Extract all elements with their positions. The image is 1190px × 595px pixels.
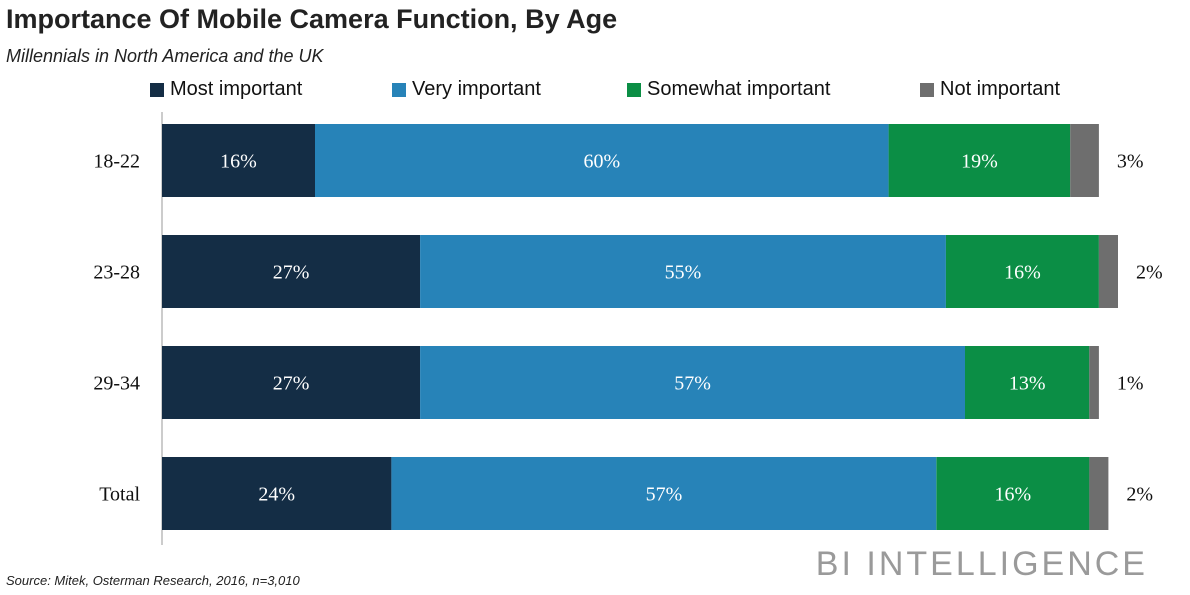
legend-item-very-important: Very important <box>392 78 541 101</box>
data-label-23-28-not-important: 2% <box>1136 262 1163 284</box>
bar-23-28-not-important <box>1098 235 1118 308</box>
category-label-18-22: 18-22 <box>93 151 140 173</box>
bar-18-22-most-important <box>162 124 315 197</box>
category-label-23-28: 23-28 <box>93 262 140 284</box>
legend: Most important Very important Somewhat i… <box>150 78 1150 106</box>
data-label-18-22-somewhat-important: 19% <box>961 151 998 173</box>
bar-23-28-most-important <box>162 235 421 308</box>
bar-18-22-not-important <box>1070 124 1099 197</box>
brand-logo: BI INTELLIGENCE <box>815 545 1148 583</box>
bar-total-somewhat-important <box>936 457 1090 530</box>
bar-29-34-very-important <box>420 346 966 419</box>
legend-item-somewhat-important: Somewhat important <box>627 78 830 101</box>
legend-label-very-important: Very important <box>412 78 541 100</box>
legend-swatch-somewhat-important <box>627 82 641 97</box>
legend-label-somewhat-important: Somewhat important <box>647 78 831 100</box>
data-label-29-34-somewhat-important: 13% <box>1009 373 1046 395</box>
bar-23-28-somewhat-important <box>945 235 1099 308</box>
legend-swatch-very-important <box>392 82 406 97</box>
source-note: Source: Mitek, Osterman Research, 2016, … <box>6 573 300 588</box>
data-label-29-34-most-important: 27% <box>273 373 310 395</box>
data-label-18-22-very-important: 60% <box>583 151 620 173</box>
data-label-total-not-important: 2% <box>1126 484 1153 506</box>
bar-total-very-important <box>391 457 937 530</box>
data-label-23-28-very-important: 55% <box>665 262 702 284</box>
category-label-29-34: 29-34 <box>93 373 140 395</box>
data-label-23-28-most-important: 27% <box>273 262 310 284</box>
bar-18-22-somewhat-important <box>888 124 1071 197</box>
bar-total-most-important <box>162 457 392 530</box>
bar-29-34-somewhat-important <box>965 346 1090 419</box>
bar-29-34-most-important <box>162 346 421 419</box>
category-label-total: Total <box>99 484 140 506</box>
legend-item-not-important: Not important <box>920 78 1060 101</box>
legend-label-most-important: Most important <box>170 78 303 100</box>
bar-23-28-very-important <box>420 235 946 308</box>
legend-item-most-important: Most important <box>150 78 302 101</box>
legend-swatch-not-important <box>920 82 934 97</box>
data-label-18-22-not-important: 3% <box>1117 151 1144 173</box>
data-label-total-most-important: 24% <box>258 484 295 506</box>
data-label-total-somewhat-important: 16% <box>994 484 1031 506</box>
bar-total-not-important <box>1089 457 1109 530</box>
chart-title: Importance Of Mobile Camera Function, By… <box>6 4 618 34</box>
data-label-23-28-somewhat-important: 16% <box>1004 262 1041 284</box>
bar-29-34-not-important <box>1089 346 1099 419</box>
data-label-18-22-most-important: 16% <box>220 151 257 173</box>
legend-label-not-important: Not important <box>940 78 1061 100</box>
legend-swatch-most-important <box>150 82 164 97</box>
data-label-29-34-very-important: 57% <box>674 373 711 395</box>
data-label-29-34-not-important: 1% <box>1117 373 1144 395</box>
bar-18-22-very-important <box>315 124 889 197</box>
data-label-total-very-important: 57% <box>646 484 683 506</box>
chart-subtitle: Millennials in North America and the UK <box>6 46 324 66</box>
